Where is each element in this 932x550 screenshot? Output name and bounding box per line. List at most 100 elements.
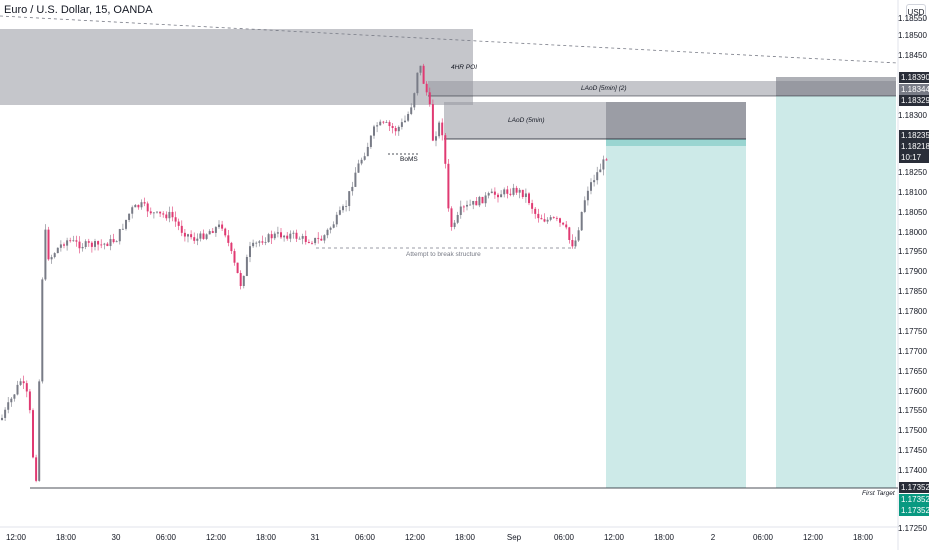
candle-body bbox=[103, 243, 106, 245]
candle-body bbox=[1, 417, 3, 420]
candle-body bbox=[304, 236, 307, 242]
currency-button[interactable]: USD bbox=[906, 4, 926, 21]
candle-body bbox=[69, 240, 72, 242]
candle-body bbox=[270, 234, 273, 239]
candle-body bbox=[199, 233, 202, 239]
candle-body bbox=[490, 191, 493, 194]
candle-body bbox=[286, 235, 289, 239]
time-tick: 12:00 bbox=[802, 533, 824, 542]
time-tick: 18:00 bbox=[852, 533, 874, 542]
candle-body bbox=[537, 213, 540, 219]
candle-body bbox=[559, 218, 561, 223]
time-tick: 2 bbox=[710, 533, 716, 542]
candle-body bbox=[521, 189, 524, 197]
time-tick: 18:00 bbox=[255, 533, 277, 542]
zone-4hr-poi[interactable] bbox=[0, 29, 473, 105]
candle-body bbox=[605, 159, 608, 161]
label-4hr-poi: 4HR POI bbox=[451, 64, 478, 71]
price-tick: 1.17950 bbox=[898, 247, 927, 256]
candle-body bbox=[171, 211, 174, 218]
label-first-target: First Target bbox=[862, 490, 895, 497]
candle-body bbox=[397, 126, 400, 132]
badge-target-b: 1.17352 bbox=[899, 505, 930, 516]
candle-body bbox=[227, 235, 230, 243]
candle-body bbox=[267, 234, 270, 243]
candle-body bbox=[84, 241, 87, 247]
zone-laod-5min-stop[interactable] bbox=[606, 102, 746, 139]
price-tick: 1.17250 bbox=[898, 524, 927, 533]
time-tick: 12:00 bbox=[205, 533, 227, 542]
candle-body bbox=[118, 229, 121, 242]
candle-body bbox=[320, 238, 323, 241]
price-tick: 1.17750 bbox=[898, 327, 927, 336]
symbol-title[interactable]: Euro / U.S. Dollar, 15, OANDA bbox=[4, 4, 153, 16]
badge-last-price: 1.18218 bbox=[899, 141, 930, 152]
badge-zone-low: 1.18329 bbox=[899, 95, 930, 106]
zone-right-stop[interactable] bbox=[776, 77, 896, 96]
candle-body bbox=[562, 222, 565, 225]
candle-body bbox=[239, 273, 242, 286]
candle-body bbox=[149, 211, 152, 214]
candle-body bbox=[66, 240, 69, 246]
candle-body bbox=[462, 206, 465, 208]
target-zone-2[interactable] bbox=[776, 96, 896, 488]
candle-body bbox=[555, 217, 558, 219]
time-tick: 06:00 bbox=[155, 533, 177, 542]
price-tick: 1.18100 bbox=[898, 188, 927, 197]
time-tick: 31 bbox=[310, 533, 320, 542]
candle-body bbox=[422, 65, 425, 84]
candle-body bbox=[435, 136, 437, 141]
candle-body bbox=[280, 232, 282, 238]
candle-body bbox=[53, 253, 56, 258]
candle-body bbox=[400, 122, 403, 127]
candle-body bbox=[258, 241, 261, 243]
candle-body bbox=[90, 242, 93, 247]
time-tick: 12:00 bbox=[404, 533, 426, 542]
candle-body bbox=[407, 113, 410, 121]
candle-body bbox=[177, 221, 180, 226]
candle-body bbox=[419, 65, 422, 73]
candle-body bbox=[487, 193, 490, 196]
candle-body bbox=[583, 200, 586, 212]
candle-body bbox=[329, 227, 332, 230]
candle-body bbox=[394, 127, 397, 132]
candle-body bbox=[586, 190, 589, 201]
candle-body bbox=[7, 402, 10, 410]
candle-body bbox=[373, 126, 375, 136]
candle-body bbox=[577, 230, 580, 241]
candle-body bbox=[190, 234, 193, 238]
candle-body bbox=[345, 206, 348, 207]
candle-body bbox=[531, 203, 534, 209]
time-tick: Sep bbox=[506, 533, 522, 542]
candle-body bbox=[28, 391, 31, 411]
candle-body bbox=[205, 234, 208, 239]
badge-zone-top: 1.18390 bbox=[899, 72, 930, 83]
time-tick: 06:00 bbox=[752, 533, 774, 542]
price-tick: 1.17650 bbox=[898, 367, 927, 376]
candle-body bbox=[469, 204, 472, 206]
candle-body bbox=[459, 206, 462, 215]
candle-body bbox=[143, 202, 146, 204]
candle-body bbox=[56, 247, 59, 254]
candle-body bbox=[59, 244, 62, 248]
target-zone-1[interactable] bbox=[606, 139, 746, 488]
candle-body bbox=[214, 227, 217, 233]
candle-body bbox=[596, 172, 599, 181]
candle-body bbox=[78, 241, 81, 249]
candle-body bbox=[193, 237, 196, 241]
candle-body bbox=[140, 202, 143, 208]
candle-body bbox=[10, 398, 13, 403]
label-attempt: Attempt to break structure bbox=[406, 251, 481, 258]
candle-body bbox=[497, 194, 499, 198]
candle-body bbox=[236, 262, 239, 274]
time-tick: 18:00 bbox=[454, 533, 476, 542]
candle-body bbox=[481, 196, 484, 204]
candle-body bbox=[410, 107, 413, 114]
price-tick: 1.18250 bbox=[898, 168, 927, 177]
candle-body bbox=[134, 204, 137, 208]
badge-zone-mid: 1.18344 bbox=[899, 84, 930, 95]
candle-body bbox=[125, 219, 127, 229]
candle-body bbox=[131, 207, 134, 214]
badge-ltf-top: 1.18235 bbox=[899, 130, 930, 141]
